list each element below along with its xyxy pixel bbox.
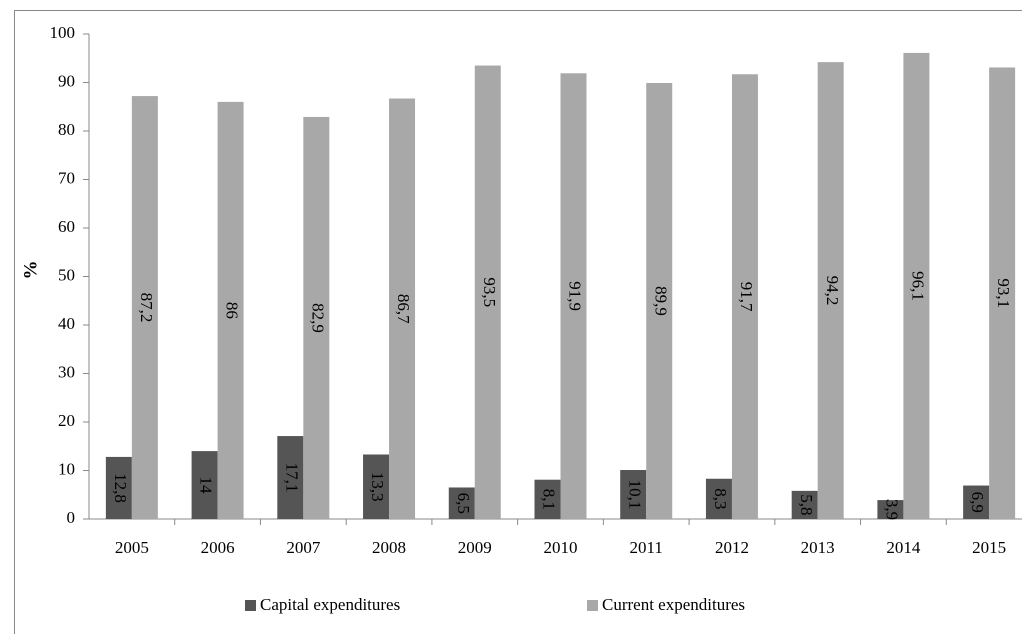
- data-label: 93,5: [480, 277, 499, 307]
- data-label: 13,3: [368, 472, 387, 502]
- bar: [474, 65, 501, 520]
- data-label: 8,3: [711, 488, 730, 509]
- bar: [217, 101, 244, 520]
- y-tick-label: 0: [67, 508, 76, 527]
- legend-label: Current expenditures: [602, 595, 745, 614]
- bar: [963, 485, 990, 519]
- data-label: 6,5: [454, 493, 473, 514]
- bar: [731, 74, 758, 519]
- data-label: 3,9: [883, 499, 902, 520]
- data-label: 6,9: [968, 492, 987, 513]
- data-label: 93,1: [994, 278, 1013, 308]
- data-label: 89,9: [651, 286, 670, 316]
- bar: [131, 96, 158, 519]
- bar: [534, 479, 561, 519]
- y-tick-label: 20: [58, 411, 75, 430]
- bar: [560, 73, 587, 519]
- data-label: 87,2: [137, 293, 156, 323]
- bar: [448, 487, 475, 519]
- bar: [363, 454, 390, 519]
- data-label: 17,1: [282, 463, 301, 493]
- bar: [303, 116, 330, 519]
- x-tick-label: 2009: [458, 538, 492, 557]
- bar: [277, 436, 304, 519]
- data-label: 14: [197, 477, 216, 495]
- bar: [105, 456, 132, 519]
- x-tick-label: 2007: [286, 538, 321, 557]
- data-label: 82,9: [308, 303, 327, 333]
- x-tick-label: 2006: [201, 538, 235, 557]
- data-label: 8,1: [540, 489, 559, 510]
- data-label: 91,7: [737, 282, 756, 312]
- bar: [191, 451, 218, 519]
- y-axis-label: %: [20, 261, 41, 280]
- x-tick-label: 2005: [115, 538, 149, 557]
- data-label: 86: [223, 302, 242, 319]
- y-tick-label: 100: [50, 23, 76, 42]
- y-tick-label: 90: [58, 71, 75, 90]
- data-label: 94,2: [823, 276, 842, 306]
- legend-label: Capital expenditures: [260, 595, 400, 614]
- x-tick-label: 2011: [630, 538, 663, 557]
- bar: [791, 490, 818, 519]
- data-label: 91,9: [566, 281, 585, 311]
- bar: [903, 52, 930, 519]
- data-label: 10,1: [625, 480, 644, 510]
- chart-frame: [14, 10, 1022, 634]
- y-tick-label: 10: [58, 459, 75, 478]
- x-tick-label: 2010: [544, 538, 578, 557]
- y-tick-label: 40: [58, 314, 75, 333]
- y-tick-label: 70: [58, 168, 75, 187]
- y-tick-label: 60: [58, 217, 75, 236]
- data-label: 5,8: [797, 494, 816, 515]
- y-tick-label: 30: [58, 362, 75, 381]
- y-tick-label: 80: [58, 120, 75, 139]
- x-tick-label: 2014: [886, 538, 921, 557]
- data-label: 96,1: [909, 271, 928, 301]
- x-tick-label: 2012: [715, 538, 749, 557]
- bar: [646, 82, 673, 520]
- legend-swatch: [245, 600, 256, 611]
- y-tick-label: 50: [58, 265, 75, 284]
- bar: [705, 478, 732, 519]
- x-tick-label: 2015: [972, 538, 1006, 557]
- bar: [877, 500, 904, 519]
- bar: [989, 67, 1016, 519]
- data-label: 86,7: [394, 294, 413, 324]
- bar: [817, 62, 844, 519]
- x-tick-label: 2008: [372, 538, 406, 557]
- bar: [620, 470, 647, 519]
- legend-swatch: [587, 600, 598, 611]
- bar: [389, 98, 416, 519]
- data-label: 12,8: [111, 473, 130, 503]
- x-tick-label: 2013: [801, 538, 835, 557]
